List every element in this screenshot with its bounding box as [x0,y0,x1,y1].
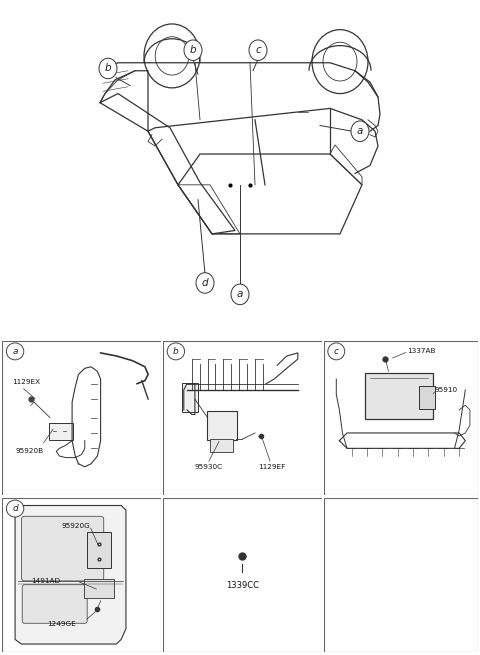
Circle shape [249,40,267,60]
Text: b: b [105,64,111,73]
Text: 95920G: 95920G [61,523,90,529]
Circle shape [184,40,202,60]
Text: 95920B: 95920B [15,449,43,455]
FancyBboxPatch shape [182,383,198,412]
FancyBboxPatch shape [419,386,435,409]
Text: 1491AD: 1491AD [31,578,60,584]
Text: d: d [12,504,18,513]
Text: b: b [173,347,179,356]
Circle shape [6,500,24,517]
Text: 95910: 95910 [434,387,458,393]
FancyBboxPatch shape [84,579,114,598]
Circle shape [196,272,214,293]
Text: 1339CC: 1339CC [226,581,259,590]
Circle shape [99,58,117,79]
Polygon shape [15,506,126,644]
Text: c: c [334,347,339,356]
Text: b: b [190,45,196,55]
Circle shape [231,284,249,305]
FancyBboxPatch shape [22,585,87,624]
FancyBboxPatch shape [365,373,433,419]
Circle shape [328,343,345,360]
Text: 95930C: 95930C [195,464,223,470]
Text: 1129EF: 1129EF [258,464,286,470]
Text: 1129EX: 1129EX [12,379,40,385]
Circle shape [6,343,24,360]
FancyBboxPatch shape [210,439,233,452]
Text: 1249GE: 1249GE [47,621,75,627]
FancyBboxPatch shape [22,516,104,581]
FancyBboxPatch shape [207,411,237,440]
Text: a: a [237,290,243,299]
Circle shape [351,121,369,141]
Text: d: d [202,278,208,288]
Circle shape [167,343,185,360]
Text: c: c [255,45,261,55]
Text: a: a [12,347,18,356]
Text: a: a [357,126,363,136]
FancyBboxPatch shape [49,423,72,440]
FancyBboxPatch shape [87,533,111,568]
Text: 1337AB: 1337AB [407,348,435,354]
